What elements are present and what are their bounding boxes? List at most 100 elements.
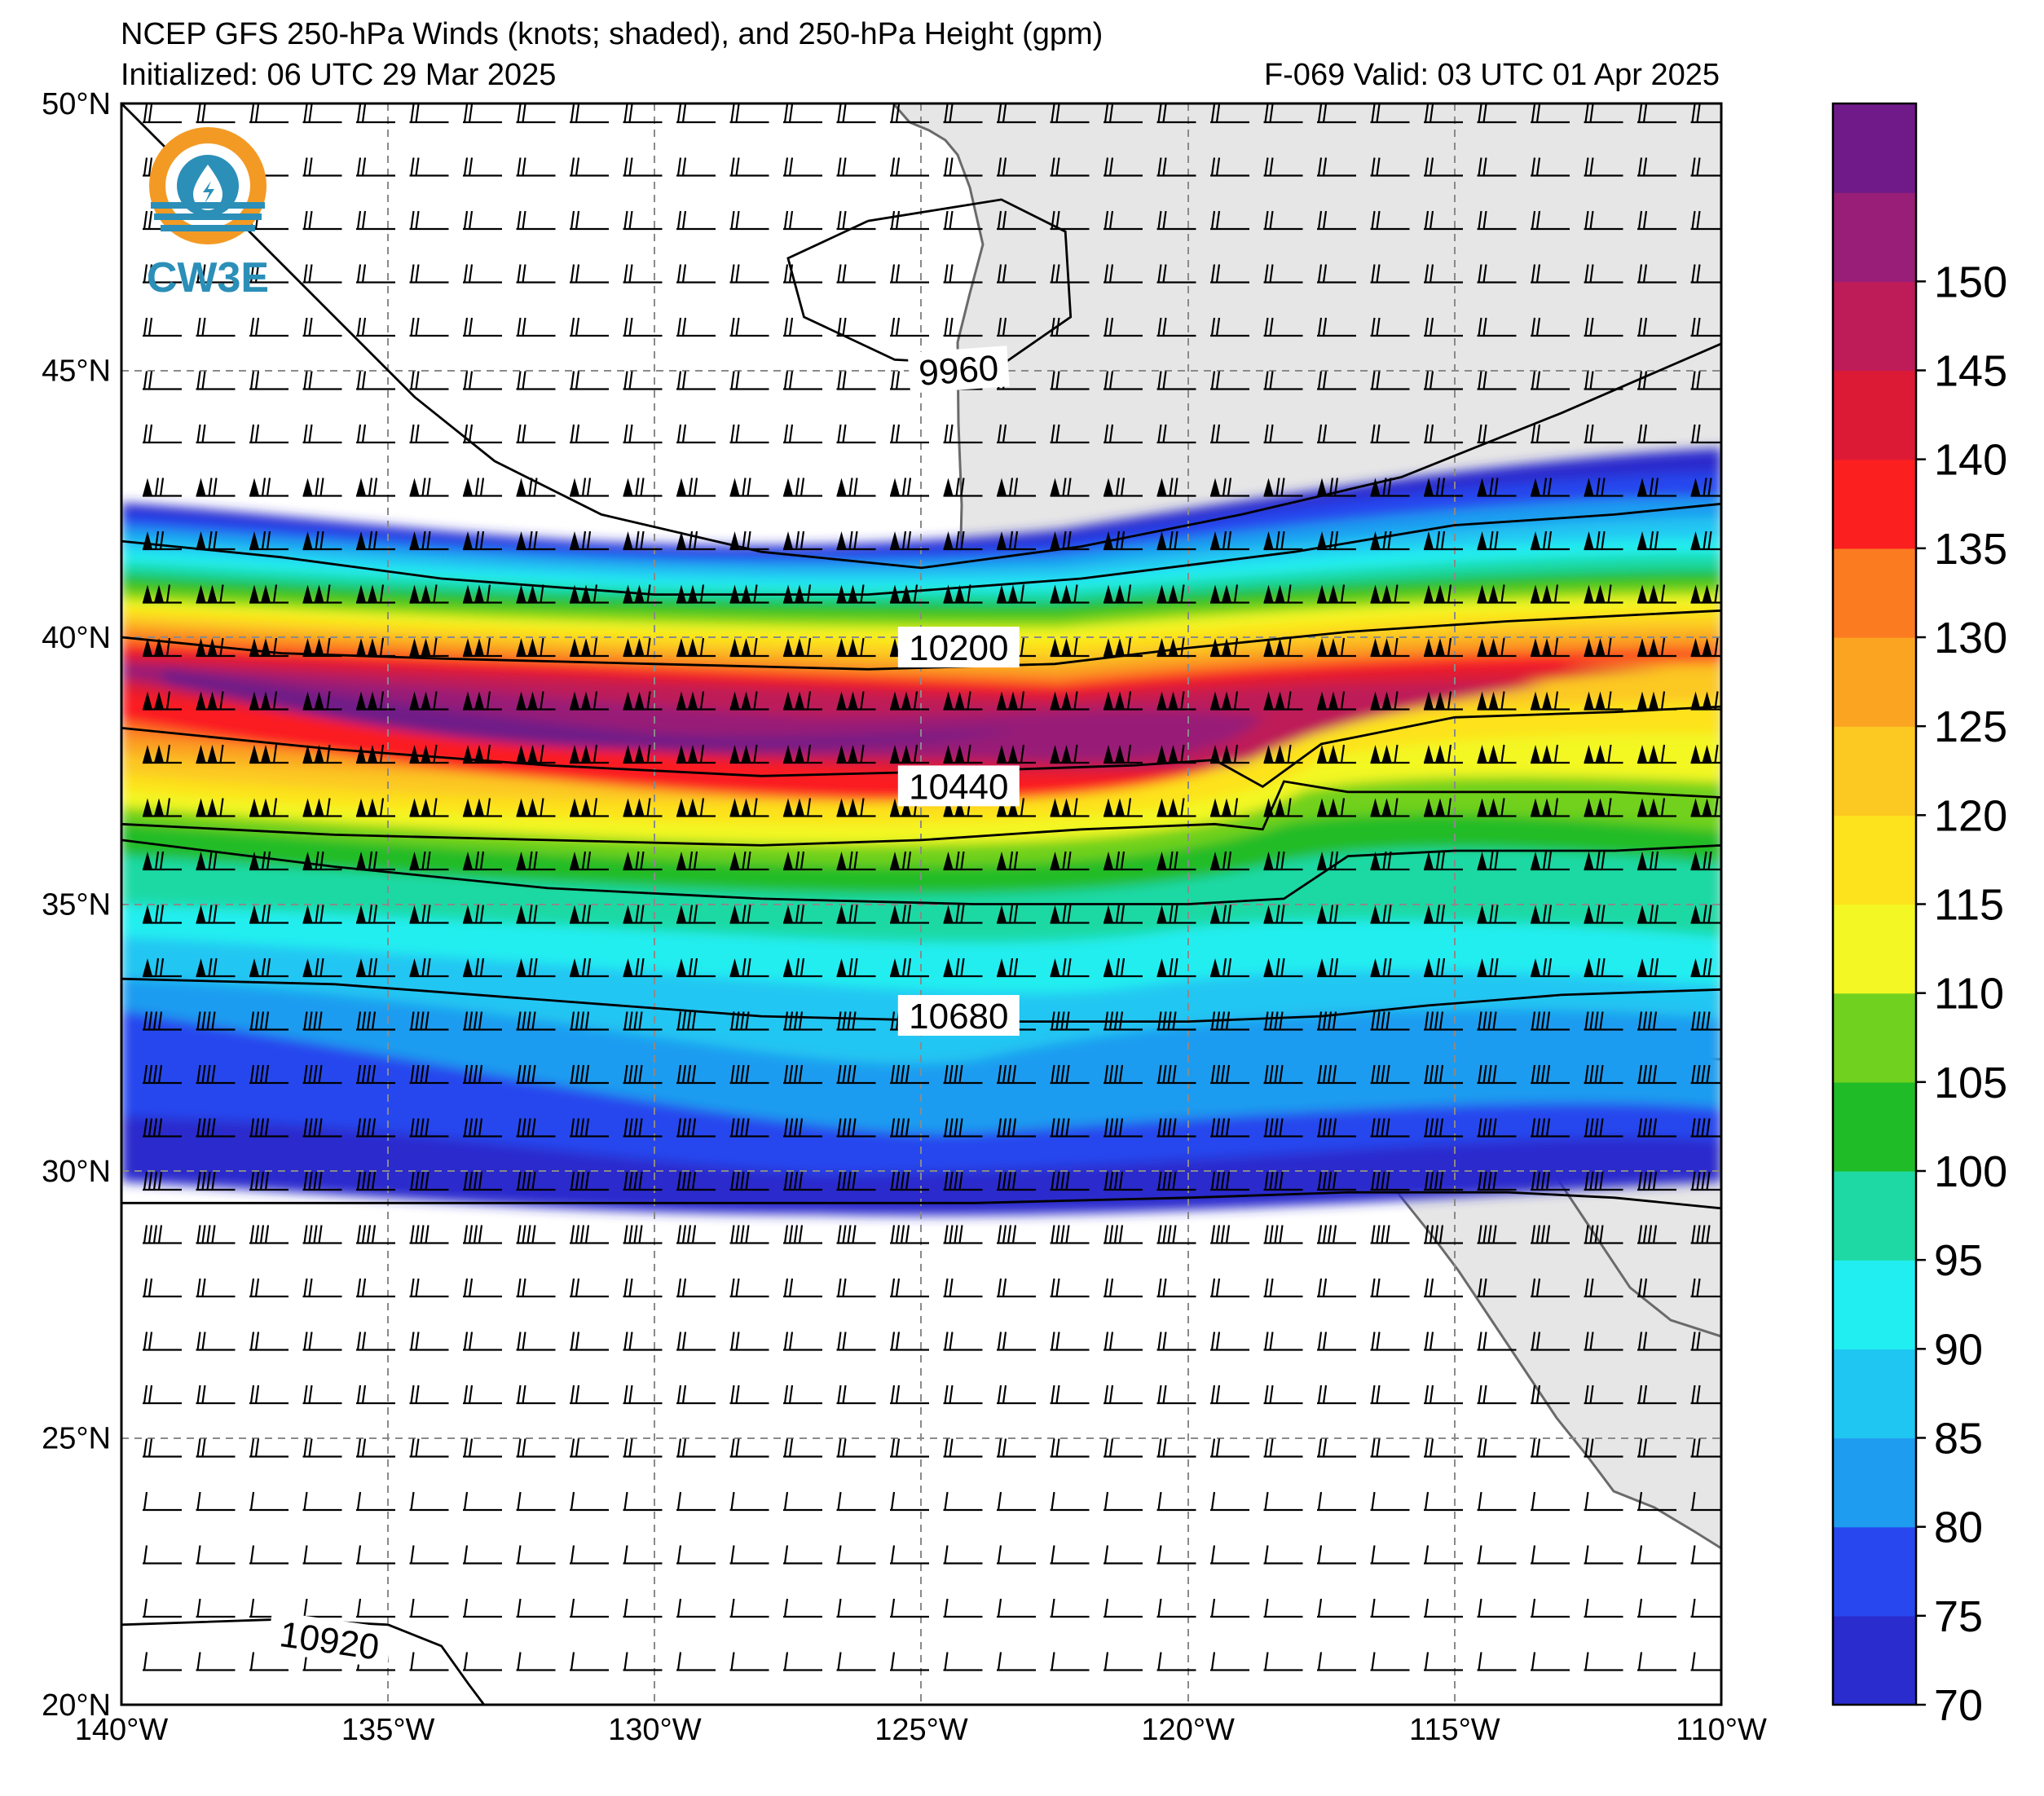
colorbar-label: 145 — [1934, 347, 2007, 396]
wind-barb — [356, 905, 395, 924]
wind-barb — [1637, 744, 1676, 764]
wind-barb — [409, 905, 449, 924]
wind-barb — [1424, 957, 1463, 978]
wind-barb — [1317, 851, 1356, 871]
wind-barb — [516, 798, 556, 817]
wind-barb — [302, 317, 342, 337]
wind-barb — [463, 478, 502, 497]
wind-barb — [676, 1384, 716, 1405]
wind-barb — [729, 1064, 769, 1085]
wind-barb — [1477, 905, 1517, 924]
wind-barb — [943, 691, 983, 711]
colorbar-label: 105 — [1934, 1059, 2007, 1107]
wind-barb — [783, 264, 822, 284]
map-frame — [120, 102, 1723, 1706]
wind-barb — [1370, 1652, 1410, 1671]
wind-barb — [1317, 637, 1356, 658]
wind-barb — [1690, 1064, 1721, 1085]
lon-label: 120°W — [1141, 1713, 1235, 1747]
wind-barb — [1210, 371, 1249, 390]
wind-barb — [676, 1064, 716, 1085]
wind-barb — [890, 1278, 929, 1298]
wind-barb — [1050, 103, 1090, 124]
wind-barb — [196, 1225, 236, 1244]
wind-barb — [249, 264, 289, 284]
wind-barb — [1317, 1278, 1356, 1298]
wind-barb — [1210, 478, 1249, 497]
wind-barb — [570, 798, 609, 817]
wind-barb — [1103, 1545, 1143, 1565]
wind-barb — [1424, 210, 1463, 231]
wind-barb — [570, 157, 609, 177]
wind-barb — [516, 1491, 556, 1512]
wind-barb — [463, 1652, 502, 1671]
height-contour — [121, 780, 1721, 847]
wind-barb — [1477, 103, 1517, 124]
wind-barb — [570, 1118, 609, 1138]
wind-barb — [1317, 264, 1356, 284]
wind-barb — [1263, 1598, 1303, 1618]
wind-barb — [1584, 1171, 1623, 1191]
wind-barb — [1424, 317, 1463, 337]
wind-barb — [623, 744, 663, 764]
colorbar-label: 80 — [1934, 1503, 1983, 1552]
wind-barb — [1584, 1118, 1623, 1138]
wind-barb — [1584, 905, 1623, 924]
wind-barb — [356, 1491, 395, 1512]
wind-barb — [516, 1438, 556, 1458]
wind-barb — [943, 317, 983, 337]
wind-barb — [1424, 1438, 1463, 1458]
wind-barb — [890, 530, 929, 551]
lon-label: 130°W — [608, 1713, 702, 1747]
wind-barb — [1370, 798, 1410, 817]
wind-barb — [1424, 1491, 1463, 1512]
wind-barb — [516, 210, 556, 231]
wind-barb — [943, 1491, 983, 1512]
wind-barb — [1690, 103, 1721, 124]
wind-barb — [516, 317, 556, 337]
lon-label: 115°W — [1409, 1713, 1500, 1747]
wind-barb — [249, 691, 289, 711]
colorbar-label: 75 — [1934, 1592, 1983, 1641]
wind-barb — [729, 798, 769, 817]
wind-barb — [997, 317, 1036, 337]
wind-barb — [463, 1491, 502, 1512]
wind-barb — [1531, 1011, 1570, 1031]
wind-barb — [143, 1225, 182, 1244]
wind-barb — [356, 371, 395, 390]
wind-barb — [836, 1011, 876, 1031]
wind-barb — [356, 210, 395, 231]
wind-barb — [1584, 1491, 1623, 1512]
colorbar-segment — [1833, 726, 1916, 816]
wind-barb — [1103, 798, 1143, 817]
wind-barb — [1584, 1332, 1623, 1351]
wind-barb — [997, 1545, 1036, 1565]
wind-barb — [249, 478, 289, 497]
wind-barb — [729, 691, 769, 711]
wind-barb — [463, 957, 502, 978]
wind-barb — [1156, 1652, 1196, 1671]
wind-barb — [1210, 744, 1249, 764]
wind-barb — [890, 957, 929, 978]
wind-barb — [1210, 957, 1249, 978]
wind-barb — [1156, 1064, 1196, 1085]
wind-barb — [729, 1545, 769, 1565]
wind-barb — [890, 424, 929, 444]
wind-barb — [783, 1652, 822, 1671]
wind-barb — [997, 1064, 1036, 1085]
wind-barb — [409, 1171, 449, 1191]
wind-barb — [196, 1598, 236, 1618]
wind-barb — [516, 1384, 556, 1405]
wind-barb — [943, 1545, 983, 1565]
wind-barb — [1317, 1332, 1356, 1351]
wind-barb — [1477, 317, 1517, 337]
wind-barb — [143, 798, 182, 817]
wind-barb — [836, 1225, 876, 1244]
wind-barb — [623, 1171, 663, 1191]
lightning-icon — [203, 181, 214, 204]
wind-barb — [1531, 1332, 1570, 1351]
wind-barb — [356, 1598, 395, 1618]
wind-barb — [943, 851, 983, 871]
wind-barb — [1317, 317, 1356, 337]
